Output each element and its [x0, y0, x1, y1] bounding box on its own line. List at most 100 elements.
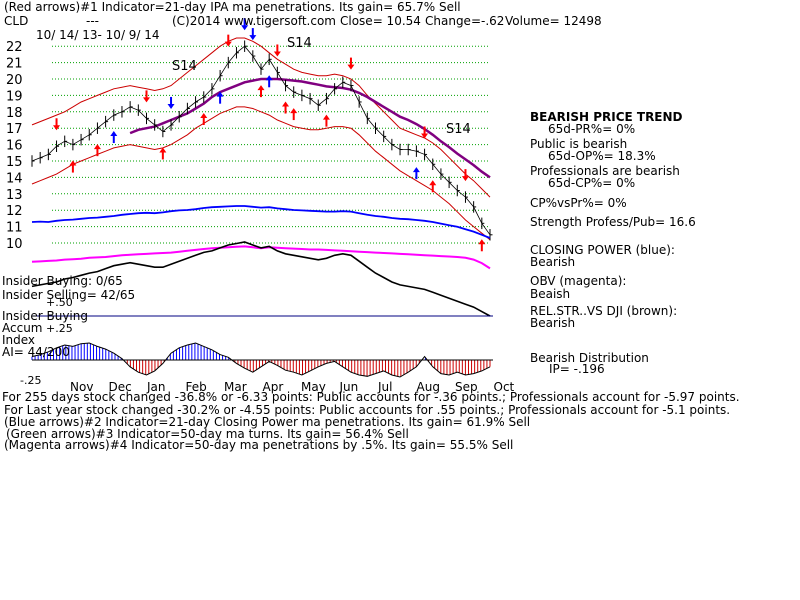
price-y-tick: 12 — [6, 204, 23, 219]
accum-label: Accum — [2, 321, 43, 335]
buy-arrow-icon — [93, 144, 101, 150]
public-status: Public is bearish — [530, 137, 628, 151]
ip-value: IP= -.196 — [549, 362, 605, 376]
relstr-label: REL.STR..VS DJI (brown): — [530, 304, 678, 318]
sell-arrow-icon — [347, 64, 355, 70]
price-y-tick: 18 — [6, 106, 23, 121]
ma50-line-path — [129, 77, 491, 179]
distribution-status: Bearish Distribution — [530, 351, 649, 365]
volume-value: Volume= 12498 — [505, 14, 602, 28]
price-y-tick: 10 — [6, 237, 23, 252]
insider-selling-count: Insider Selling= 42/65 — [2, 288, 136, 302]
sell-arrow-icon — [249, 35, 257, 41]
professionals-status: Professionals are bearish — [530, 164, 680, 178]
ma50-line — [129, 77, 491, 179]
price-y-tick: 20 — [6, 73, 23, 88]
sell-arrow-icon — [461, 176, 469, 182]
accum-label-minus-25: -.25 — [20, 374, 42, 387]
footer-last-year-change: For Last year stock changed -30.2% or -4… — [4, 403, 731, 417]
price-y-tick: 14 — [6, 171, 23, 186]
copyright-site: (C)2014 www.tigersoft.com — [172, 14, 336, 28]
footer-indicator-3: (Green arrows)#3 Indicator=50-day ma tur… — [6, 427, 409, 441]
header-indicator-1: (Red arrows)#1 Indicator=21-day IPA ma p… — [4, 0, 461, 14]
buy-arrow-icon — [478, 239, 486, 245]
sell-arrow-icon — [241, 25, 249, 31]
sell-arrow-icon — [167, 103, 175, 109]
price-y-tick: 22 — [6, 40, 23, 55]
ai-value: AI= 44/200 — [2, 345, 70, 359]
closing-power-label: CLOSING POWER (blue): — [530, 243, 675, 257]
sell-arrow-icon — [53, 125, 61, 131]
month-label: Aug — [417, 380, 440, 394]
price-line — [31, 45, 491, 236]
closing-power-status: Bearish — [530, 255, 576, 269]
sell-arrow-icon — [273, 51, 281, 57]
month-label: May — [301, 380, 326, 394]
month-labels: Nov Dec Jan Feb Mar Apr May Jun Jul Aug Sep Oct — [70, 380, 515, 394]
closing-power-line — [31, 205, 491, 239]
signal-arrows — [53, 18, 486, 252]
buy-arrow-icon — [200, 113, 208, 118]
buy-arrow-icon — [290, 108, 298, 114]
relstr-status: Bearish — [530, 316, 576, 330]
cp-value: 65d-CP%= 0% — [548, 176, 636, 190]
index-label: Index — [2, 333, 36, 347]
price-y-tick: 11 — [6, 221, 23, 236]
relstr-path — [31, 241, 491, 317]
sell-arrow-icon — [143, 97, 150, 103]
accum-index-bars — [31, 342, 491, 378]
month-label: Dec — [109, 380, 132, 394]
buy-arrow-icon — [322, 114, 330, 120]
price-series — [31, 40, 493, 241]
price-trend-title: BEARISH PRICE TREND — [530, 110, 683, 124]
buy-arrow-icon — [110, 131, 118, 137]
month-label: Apr — [263, 380, 284, 394]
pr-value: 65d-PR%= 0% — [548, 122, 636, 136]
buy-arrow-icon — [216, 91, 224, 97]
obv-status: Beaish — [530, 287, 571, 301]
price-y-tick: 16 — [6, 139, 23, 154]
footer-indicator-2: (Blue arrows)#2 Indicator=21-day Closing… — [4, 415, 531, 429]
price-gridlines — [52, 45, 490, 244]
buy-arrow-icon — [265, 75, 273, 81]
month-label: Jan — [146, 380, 166, 394]
buy-arrow-icon — [257, 85, 265, 91]
sell-arrow-icon — [421, 133, 429, 139]
signal-s14: S14 — [287, 36, 312, 51]
date-range: 10/ 14/ 13- 10/ 9/ 14 — [36, 28, 160, 42]
closing-power-path — [31, 205, 491, 239]
buy-arrow-icon — [69, 160, 77, 166]
bollinger-bands — [31, 37, 491, 241]
relstr-line — [31, 241, 491, 317]
change-value: Change=-.62 — [425, 14, 505, 28]
buy-arrow-icon — [282, 101, 290, 107]
month-label: Nov — [70, 380, 93, 394]
strength-ratio: Strength Profess/Pub= 16.6 — [530, 215, 696, 229]
cp-vs-pr: CP%vsPr%= 0% — [530, 196, 627, 210]
buy-arrow-icon — [429, 180, 437, 186]
signal-s14: S14 — [172, 59, 197, 74]
obv-path — [31, 245, 491, 270]
month-label: Mar — [224, 380, 247, 394]
header-dashes: --- — [86, 14, 99, 28]
accum-label-plus-25: +.25 — [46, 322, 73, 335]
sell-arrow-icon — [224, 41, 232, 47]
lower-band-line — [31, 106, 491, 241]
upper-band-line — [31, 37, 491, 198]
month-label: Jun — [339, 380, 359, 394]
month-label: Oct — [494, 380, 515, 394]
month-label: Feb — [186, 380, 207, 394]
op-value: 65d-OP%= 18.3% — [548, 149, 656, 163]
buy-arrow-icon — [412, 167, 420, 173]
signal-s14: S14 — [446, 122, 471, 137]
price-y-tick: 21 — [6, 57, 23, 72]
buy-arrow-icon — [159, 147, 167, 153]
ticker-symbol: CLD — [4, 14, 29, 28]
price-y-tick: 15 — [6, 155, 23, 170]
price-y-tick: 17 — [6, 122, 23, 137]
price-y-tick: 19 — [6, 89, 23, 104]
close-price: Close= 10.54 — [340, 14, 421, 28]
insider-buying-count: Insider Buying: 0/65 — [2, 274, 123, 288]
